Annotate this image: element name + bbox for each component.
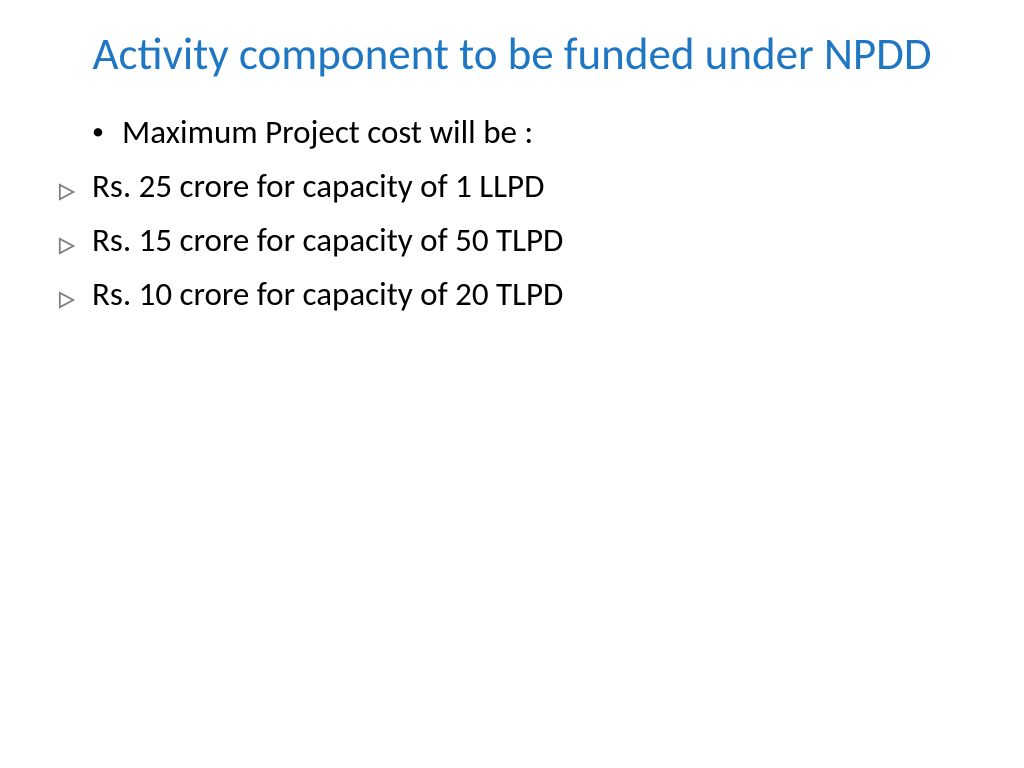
- list-item: Rs. 10 crore for capacity of 20 TLPD: [58, 271, 964, 319]
- list-item: Rs. 25 crore for capacity of 1 LLPD: [58, 163, 964, 211]
- arrow-right-icon: [58, 217, 92, 262]
- list-item: Rs. 15 crore for capacity of 50 TLPD: [58, 217, 964, 265]
- bullet-dot-icon: •: [92, 109, 122, 155]
- arrow-right-icon: [58, 271, 92, 316]
- bullet-text: Maximum Project cost will be :: [122, 109, 533, 157]
- bullet-text: Rs. 25 crore for capacity of 1 LLPD: [92, 163, 544, 211]
- arrow-right-icon: [58, 163, 92, 208]
- slide-body: • Maximum Project cost will be : Rs. 25 …: [60, 109, 964, 318]
- slide-title: Activity component to be funded under NP…: [60, 28, 964, 81]
- bullet-text: Rs. 10 crore for capacity of 20 TLPD: [92, 271, 563, 319]
- slide-container: Activity component to be funded under NP…: [0, 0, 1024, 768]
- list-item: • Maximum Project cost will be :: [92, 109, 964, 157]
- bullet-text: Rs. 15 crore for capacity of 50 TLPD: [92, 217, 563, 265]
